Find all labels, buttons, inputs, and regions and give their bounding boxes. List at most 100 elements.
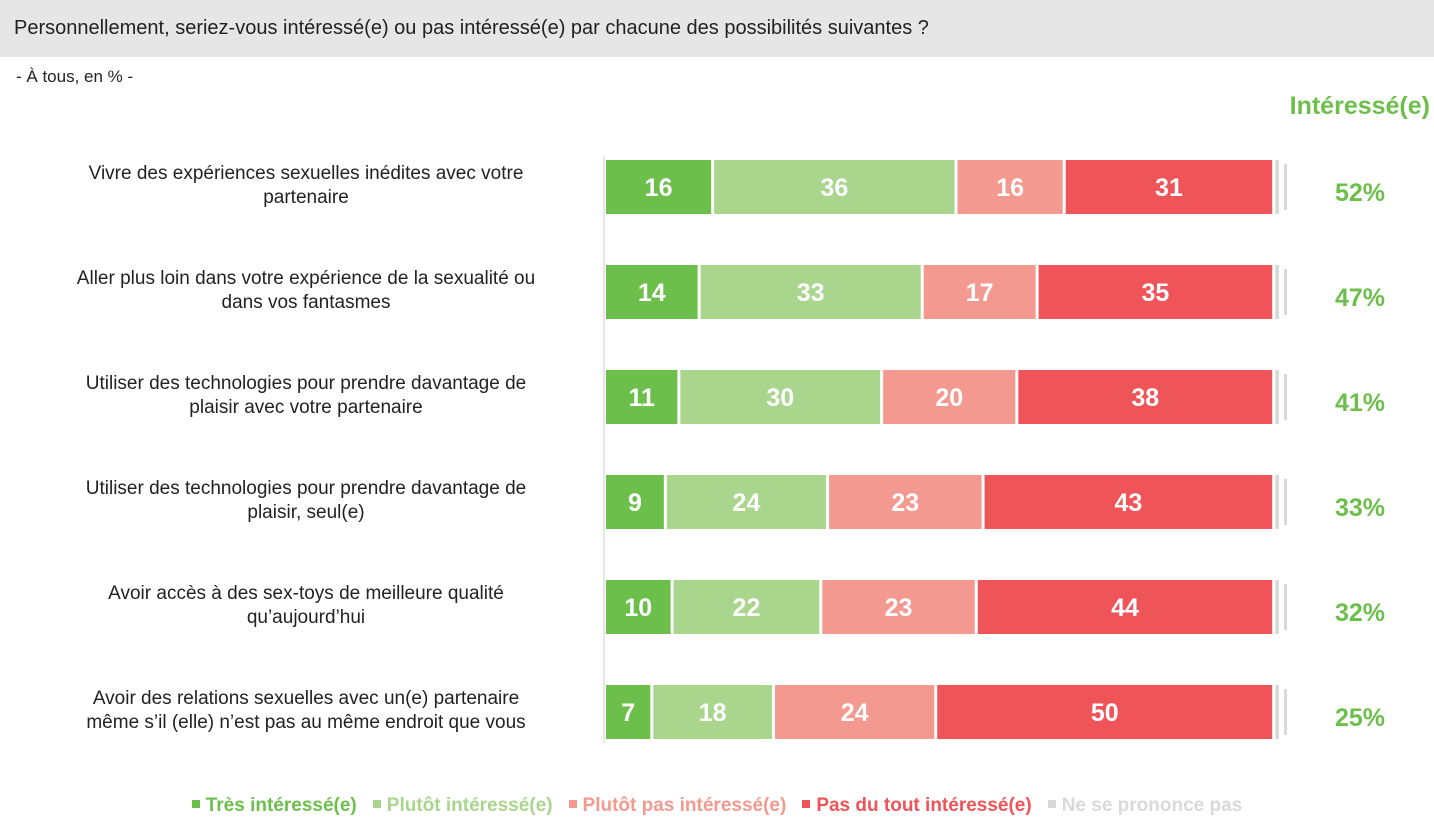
no-answer-marker xyxy=(1284,374,1287,420)
bar-segment xyxy=(1275,685,1279,739)
category-label: Avoir accès à des sex-toys de meilleure … xyxy=(26,582,586,630)
bar-segment xyxy=(822,580,975,634)
category-label-line: Aller plus loin dans votre expérience de… xyxy=(76,268,536,289)
bar-value-label: 10 xyxy=(624,594,652,622)
bar-segment xyxy=(937,685,1273,739)
base-subtitle: - À tous, en % - xyxy=(16,67,134,86)
bar-value-label: 14 xyxy=(638,279,666,307)
legend-swatch xyxy=(372,800,381,808)
category-label-line: Avoir des relations sexuelles avec un(e)… xyxy=(92,688,520,709)
bar-segment xyxy=(606,685,651,739)
category-label-line: qu’aujourd’hui xyxy=(246,607,366,628)
bar-segment xyxy=(1275,160,1279,214)
legend-item: Plutôt intéressé(e) xyxy=(372,795,553,817)
question-header-bar xyxy=(0,0,1434,57)
bar-segment xyxy=(606,370,678,424)
interest-total: 33% xyxy=(1334,494,1386,522)
bar-value-label: 43 xyxy=(1114,489,1142,517)
bar-segment xyxy=(1065,160,1273,214)
bar-value-label: 20 xyxy=(935,384,963,412)
bar-segment xyxy=(1018,370,1273,424)
bar-segment xyxy=(1275,580,1279,634)
bar-value-label: 36 xyxy=(820,174,848,202)
no-answer-marker xyxy=(1284,584,1287,630)
bar-value-label: 23 xyxy=(885,594,913,622)
chart-legend: Très intéressé(e) Plutôt intéressé(e) Plut… xyxy=(0,795,1434,817)
legend-swatch xyxy=(568,800,577,808)
no-answer-marker xyxy=(1284,689,1287,735)
bar-value-label: 17 xyxy=(966,279,994,307)
legend-label: Pas du tout intéressé(e) xyxy=(816,795,1032,816)
bar-segment xyxy=(680,370,881,424)
bar-value-label: 22 xyxy=(733,594,761,622)
legend-item: Très intéressé(e) xyxy=(191,795,357,817)
bar-segment xyxy=(957,160,1063,214)
bar-segment xyxy=(1275,265,1279,319)
bar-segment xyxy=(1275,370,1279,424)
bar-segment xyxy=(977,580,1273,634)
category-label: Aller plus loin dans votre expérience de… xyxy=(26,267,586,315)
legend-item: Ne se prononce pas xyxy=(1047,795,1243,817)
legend-item: Plutôt pas intéressé(e) xyxy=(568,795,787,817)
bar-value-label: 44 xyxy=(1111,594,1139,622)
category-label-line: Utiliser des technologies pour prendre d… xyxy=(85,478,527,499)
no-answer-marker xyxy=(1284,269,1287,315)
interest-column-header: Intéressé(e) xyxy=(1289,92,1430,120)
bar-segment xyxy=(653,685,772,739)
bar-value-label: 11 xyxy=(628,384,655,412)
bar-segment xyxy=(829,475,982,529)
category-label-line: dans vos fantasmes xyxy=(221,292,391,313)
bar-segment xyxy=(1038,265,1273,319)
category-label-line: plaisir, seul(e) xyxy=(247,502,365,523)
interest-total: 47% xyxy=(1334,284,1386,312)
legend-label: Ne se prononce pas xyxy=(1061,795,1243,816)
category-label: Utiliser des technologies pour prendre d… xyxy=(26,477,586,525)
bar-value-label: 16 xyxy=(996,174,1024,202)
bar-value-label: 9 xyxy=(628,489,642,517)
legend-swatch xyxy=(191,800,200,808)
bar-value-label: 18 xyxy=(699,699,727,727)
legend-label: Plutôt intéressé(e) xyxy=(386,795,553,816)
interest-total: 25% xyxy=(1334,704,1386,732)
category-label-line: Avoir accès à des sex-toys de meilleure … xyxy=(108,583,504,604)
bar-segment xyxy=(666,475,827,529)
bar-segment xyxy=(606,160,712,214)
bar-value-label: 35 xyxy=(1142,279,1170,307)
category-label-line: même s’il (elle) n’est pas au même endro… xyxy=(86,712,526,733)
legend-label: Très intéressé(e) xyxy=(205,795,357,816)
category-label: Utiliser des technologies pour prendre d… xyxy=(26,372,586,420)
category-label-line: Vivre des expériences sexuelles inédites… xyxy=(88,163,524,184)
bar-segment xyxy=(984,475,1273,529)
question-title: Personnellement, seriez-vous intéressé(e… xyxy=(14,17,929,39)
category-label-line: partenaire xyxy=(263,187,349,208)
no-answer-marker xyxy=(1284,479,1287,525)
bar-segment xyxy=(606,265,698,319)
interest-total: 52% xyxy=(1334,179,1386,207)
category-label: Avoir des relations sexuelles avec un(e)… xyxy=(26,687,586,735)
category-label: Vivre des expériences sexuelles inédites… xyxy=(26,162,586,210)
bar-segment xyxy=(714,160,955,214)
legend-swatch xyxy=(802,800,811,808)
bar-value-label: 16 xyxy=(645,174,673,202)
bar-value-label: 38 xyxy=(1131,384,1159,412)
legend-swatch xyxy=(1047,800,1056,808)
bar-value-label: 30 xyxy=(766,384,794,412)
no-answer-marker xyxy=(1284,164,1287,210)
legend-item: Pas du tout intéressé(e) xyxy=(802,795,1032,817)
bar-segment xyxy=(700,265,921,319)
bar-value-label: 50 xyxy=(1091,699,1119,727)
category-label-line: Utiliser des technologies pour prendre d… xyxy=(85,373,527,394)
interest-total: 32% xyxy=(1334,599,1386,627)
bar-value-label: 24 xyxy=(733,489,761,517)
bar-segment xyxy=(606,475,664,529)
bar-segment xyxy=(1275,475,1279,529)
bar-segment xyxy=(673,580,820,634)
bar-value-label: 24 xyxy=(841,699,869,727)
legend-label: Plutôt pas intéressé(e) xyxy=(582,795,787,816)
bar-segment xyxy=(923,265,1036,319)
bar-value-label: 33 xyxy=(797,279,825,307)
bar-segment xyxy=(775,685,935,739)
interest-total: 41% xyxy=(1334,389,1386,417)
category-label-line: plaisir avec votre partenaire xyxy=(189,397,423,418)
